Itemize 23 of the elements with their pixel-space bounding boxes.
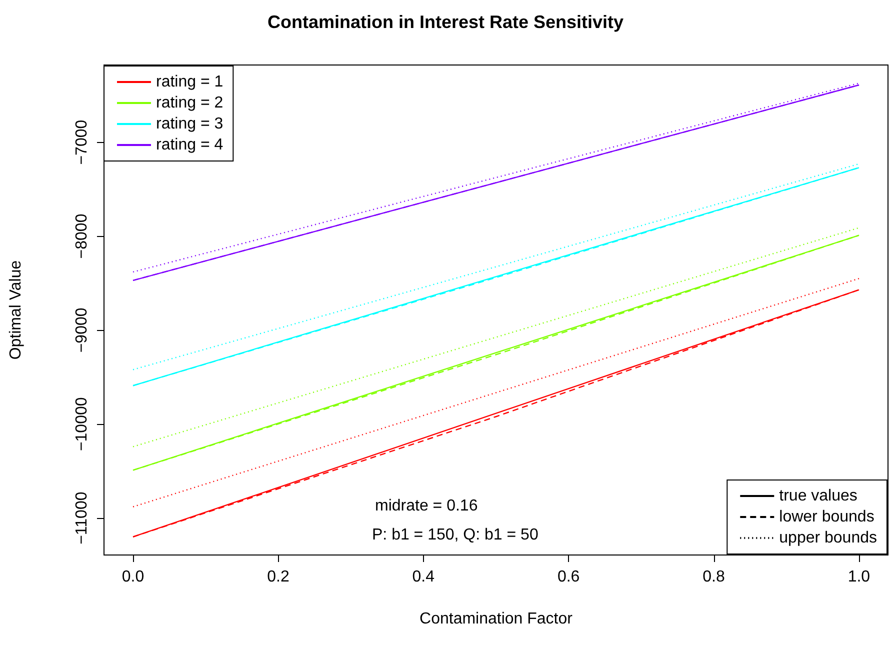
x-axis-title: Contamination Factor: [420, 610, 574, 628]
x-tick-label: 0.2: [267, 568, 290, 586]
legend-label: lower bounds: [779, 508, 874, 526]
x-tick-label: 0.4: [412, 568, 435, 586]
y-tick-label: −8000: [74, 214, 90, 259]
legend-label: rating = 2: [156, 94, 224, 112]
y-tick-label: −7000: [74, 120, 90, 165]
legend-label: upper bounds: [779, 530, 877, 546]
annotation: midrate = 0.16: [375, 498, 478, 514]
x-tick-label: 0.6: [557, 568, 580, 586]
y-axis-title: Optimal Value: [8, 260, 24, 360]
annotation: P: b1 = 150, Q: b1 = 50: [372, 526, 538, 544]
y-tick-label: −9000: [74, 308, 90, 353]
x-tick-label: 0.8: [702, 568, 725, 586]
legend-label: true values: [779, 488, 858, 504]
x-tick-label: 0.0: [122, 568, 144, 586]
chart-title: Contamination in Interest Rate Sensitivity: [267, 12, 624, 32]
legend-label: rating = 4: [156, 136, 224, 154]
y-tick-label: −11000: [74, 492, 90, 544]
y-tick-label: −10000: [74, 397, 90, 452]
legend-label: rating = 3: [156, 116, 224, 132]
x-tick-label: 1.0: [848, 568, 870, 586]
legend-label: rating = 1: [156, 74, 224, 90]
